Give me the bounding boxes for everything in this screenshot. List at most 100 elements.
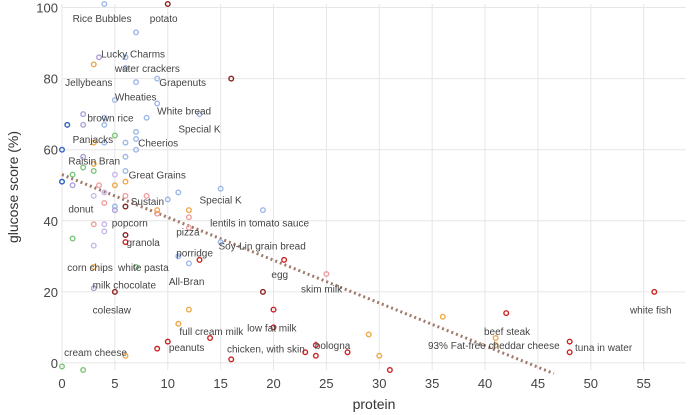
data-point [122, 239, 129, 246]
x-tick-label: 0 [58, 376, 65, 391]
point-label: peanuts [169, 343, 205, 354]
point-label: Soy-Lin grain bread [219, 242, 306, 253]
data-point [90, 160, 97, 167]
point-label: low fat milk [247, 323, 297, 334]
data-point [122, 168, 129, 175]
point-label: Special K [178, 124, 221, 135]
point-label: corn chips [67, 263, 113, 274]
data-points [59, 1, 658, 374]
data-point [64, 121, 71, 128]
point-label: pizza [176, 227, 200, 238]
data-point [122, 54, 129, 61]
data-point [175, 253, 182, 260]
point-label: White bread [157, 107, 211, 118]
point-label: 93% Fat-free cheddar cheese [428, 341, 560, 352]
data-point [101, 1, 108, 7]
data-point [281, 256, 288, 263]
data-point [154, 75, 161, 82]
data-point [376, 352, 383, 359]
trendline [61, 173, 555, 375]
data-point [90, 192, 97, 199]
data-point [69, 182, 76, 189]
x-tick-label: 40 [478, 376, 492, 391]
point-label: full cream milk [179, 327, 244, 338]
data-point [133, 136, 140, 143]
data-point [80, 121, 87, 128]
point-label: beef steak [484, 327, 531, 338]
y-tick-label: 20 [44, 285, 58, 300]
point-label: Lucky Charms [101, 50, 165, 61]
data-point [59, 146, 66, 153]
point-label: Rice Bubbles [73, 14, 132, 25]
data-point [90, 139, 97, 146]
point-label: white fish [629, 306, 672, 317]
point-label: granola [127, 238, 161, 249]
point-label: tuna in water [575, 343, 633, 354]
data-point [217, 185, 224, 192]
data-point [122, 64, 129, 71]
point-label: skim milk [301, 284, 343, 295]
data-point [143, 114, 150, 121]
point-label: white pasta [117, 263, 169, 274]
point-annotations: Rice Bubbles potato Lucky Charms water crac… [64, 14, 672, 359]
point-label: cream cheese [64, 348, 127, 359]
data-point [101, 114, 108, 121]
data-point [122, 192, 129, 199]
data-point [111, 132, 118, 139]
data-point [90, 221, 97, 228]
data-point [111, 203, 118, 210]
data-point [80, 153, 87, 160]
data-point [80, 111, 87, 118]
y-tick-label: 60 [44, 143, 58, 158]
data-point [154, 345, 161, 352]
point-label: Special K [199, 195, 242, 206]
data-point [217, 239, 224, 246]
data-point [59, 363, 66, 370]
point-label: donut [68, 204, 93, 215]
data-point [185, 224, 192, 231]
data-point [270, 324, 277, 331]
data-point [101, 139, 108, 146]
data-point [133, 128, 140, 135]
data-point [185, 214, 192, 221]
data-point [111, 207, 118, 214]
point-label: egg [271, 270, 288, 281]
data-point [111, 288, 118, 295]
data-point [122, 153, 129, 160]
x-tick-label: 30 [372, 376, 386, 391]
data-point [133, 79, 140, 86]
data-point [185, 207, 192, 214]
grid [61, 4, 686, 370]
data-point [259, 207, 266, 214]
point-label: Wheaties [115, 92, 157, 103]
x-tick-label: 5 [111, 376, 118, 391]
point-label: Raisin Bran [68, 156, 120, 167]
x-tick-label: 20 [266, 376, 280, 391]
x-tick-label: 15 [213, 376, 227, 391]
data-point [196, 111, 203, 118]
data-point [59, 178, 66, 185]
data-point [69, 171, 76, 178]
point-label: chicken, with skin [227, 345, 305, 356]
data-point [154, 100, 161, 107]
data-point [101, 189, 108, 196]
y-axis-label: glucose score (%) [5, 131, 21, 243]
data-point [228, 356, 235, 363]
point-label: milk chocolate [93, 281, 157, 292]
point-label: popcorn [112, 219, 148, 230]
data-point [101, 228, 108, 235]
data-point [101, 121, 108, 128]
data-point [80, 367, 87, 374]
data-point [96, 54, 103, 61]
data-point [164, 338, 171, 345]
x-axis-ticks: 0 5 10 15 20 25 30 35 40 45 50 55 [58, 376, 651, 391]
data-point [122, 352, 129, 359]
data-point [111, 96, 118, 103]
point-label: Panjacks [73, 135, 114, 146]
x-tick-label: 50 [584, 376, 598, 391]
data-point [90, 242, 97, 249]
data-point [133, 146, 140, 153]
point-label: Cheerios [138, 139, 178, 150]
point-label: Sustain [131, 197, 164, 208]
data-point [96, 182, 103, 189]
